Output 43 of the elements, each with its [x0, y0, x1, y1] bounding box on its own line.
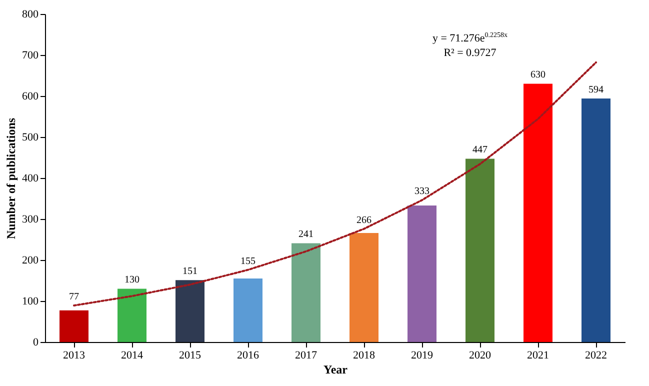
- y-tick-label: 700: [22, 50, 39, 62]
- y-tick-label: 500: [22, 132, 39, 144]
- y-tick-label: 600: [22, 90, 39, 102]
- bar: [176, 280, 204, 342]
- bar: [466, 158, 494, 342]
- x-tick-label: 2022: [585, 350, 607, 362]
- x-axis-title: Year: [324, 362, 348, 376]
- data-label: 594: [588, 84, 604, 96]
- data-label: 151: [182, 266, 198, 278]
- y-tick-label: 200: [22, 254, 39, 266]
- x-tick-label: 2020: [469, 350, 492, 362]
- x-tick-label: 2016: [237, 350, 260, 362]
- bar: [524, 84, 552, 342]
- y-tick-label: 400: [22, 172, 39, 184]
- bar: [60, 310, 88, 342]
- data-label: 630: [530, 70, 546, 81]
- annotation: R² = 0.9727: [442, 46, 498, 60]
- data-label: 155: [240, 256, 256, 267]
- x-tick-label: 2021: [527, 350, 549, 362]
- x-tick-label: 2014: [121, 350, 144, 362]
- bar: [234, 278, 262, 342]
- y-axis-title: Number of publications: [4, 118, 18, 240]
- bar: [408, 205, 436, 342]
- data-label: 241: [298, 229, 314, 240]
- x-tick-label: 2019: [411, 350, 434, 362]
- bar: [350, 232, 378, 342]
- bar: [582, 98, 610, 342]
- annotation: y = 71.276e$^{0.2258x}$: [431, 30, 509, 46]
- y-tick-label: 300: [22, 214, 39, 226]
- data-label: 130: [124, 274, 140, 286]
- data-label: 77: [69, 292, 79, 303]
- x-tick-label: 2017: [295, 350, 318, 362]
- x-tick-label: 2018: [353, 350, 376, 362]
- y-tick-label: 800: [22, 8, 39, 20]
- y-tick-label: 100: [22, 296, 39, 308]
- x-tick-label: 2013: [63, 350, 86, 362]
- data-label: 266: [356, 214, 372, 226]
- y-tick-label: 0: [33, 336, 39, 348]
- data-label: 447: [472, 144, 488, 156]
- bar: [292, 243, 320, 342]
- bar: [118, 288, 146, 342]
- data-label: 333: [414, 186, 430, 198]
- x-tick-label: 2015: [179, 350, 202, 362]
